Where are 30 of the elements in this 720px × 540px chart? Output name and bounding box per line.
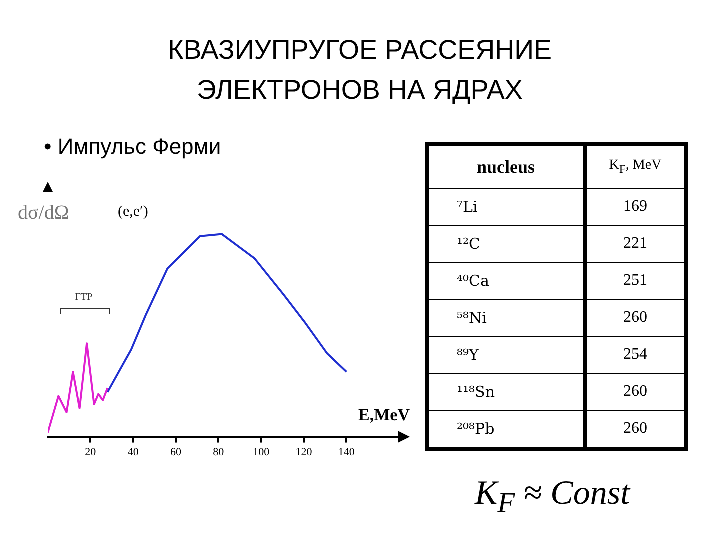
annotation: ГТР xyxy=(74,292,94,303)
data-label: 169 xyxy=(585,188,686,226)
category-label: ²⁰⁸Pb xyxy=(427,410,585,449)
x-axis-title: E,MeV xyxy=(358,406,411,425)
text: (e,e′) xyxy=(118,204,148,221)
data-label: 254 xyxy=(585,336,686,374)
category-label: ⁸⁹Y xyxy=(427,336,585,374)
category-label: ¹²C xyxy=(427,226,585,262)
text: nucleus xyxy=(427,144,585,188)
chart-title: КВАЗИУПРУГОЕ РАССЕЯНИЕ ЭЛЕКТРОНОВ НА ЯДРАХ xyxy=(166,34,554,107)
data-label: 221 xyxy=(585,226,686,262)
y-axis-title: dσ/dΩ xyxy=(18,202,70,225)
text: K$_{F}$, MeV xyxy=(585,144,686,188)
text: K$_{F}$ ≈ Const xyxy=(475,475,630,520)
x-tick-label: 40 xyxy=(128,446,140,458)
x-tick-label: 20 xyxy=(85,446,97,458)
data-label: 260 xyxy=(585,410,686,449)
category-label: ¹¹⁸Sn xyxy=(427,374,585,410)
x-tick-label: 80 xyxy=(213,446,225,458)
chart-subtitle: • Импульс Ферми xyxy=(44,134,222,160)
category-label: ⁷Li xyxy=(427,188,585,226)
x-tick-label: 60 xyxy=(170,446,182,458)
data-label: 260 xyxy=(585,374,686,410)
x-tick-label: 100 xyxy=(253,446,270,458)
category-label: ⁴⁰Ca xyxy=(427,262,585,300)
data-label: 251 xyxy=(585,262,686,300)
data-label: 260 xyxy=(585,300,686,336)
x-tick-label: 120 xyxy=(296,446,313,458)
category-label: ⁵⁸Ni xyxy=(427,300,585,336)
x-tick-label: 140 xyxy=(338,446,356,458)
